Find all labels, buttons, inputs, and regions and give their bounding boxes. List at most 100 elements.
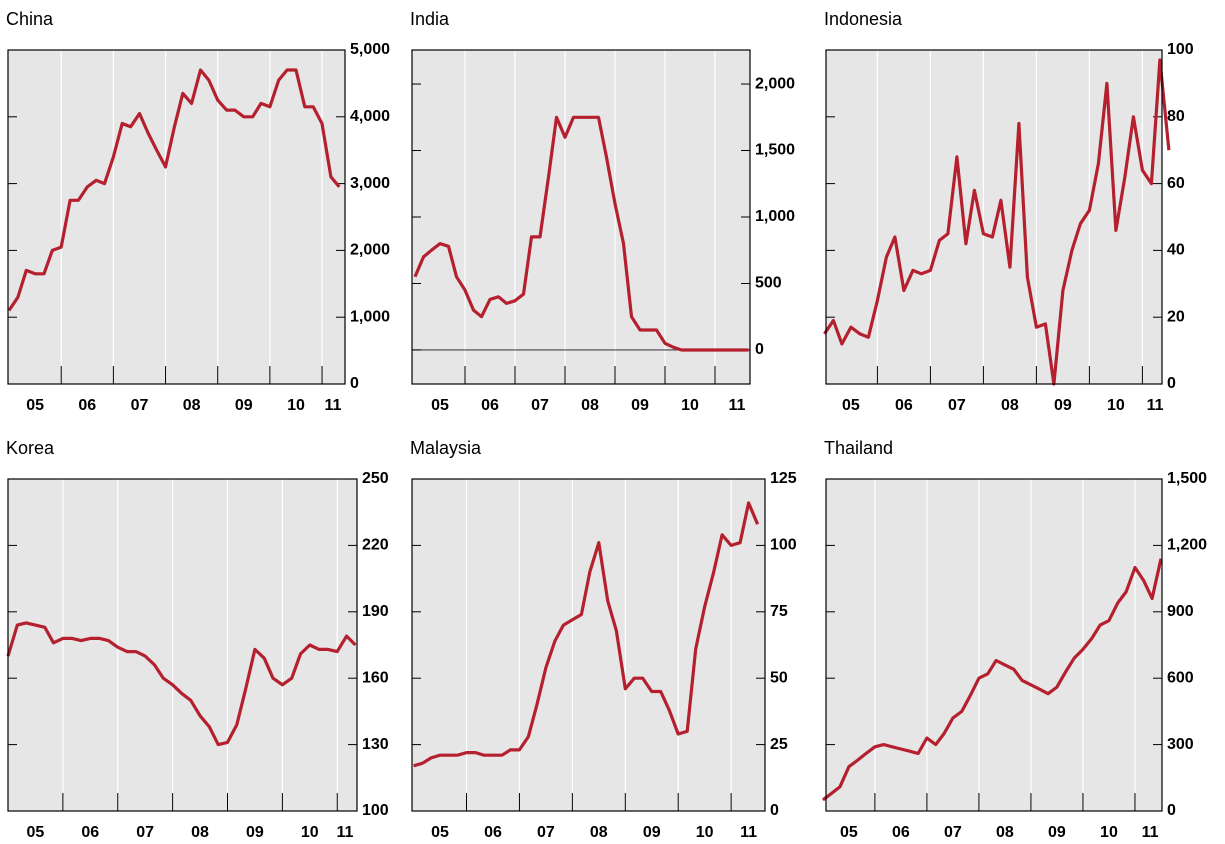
plot-background <box>8 479 357 811</box>
plot-frame <box>411 49 751 385</box>
y-tick-label: 100 <box>362 802 389 819</box>
chart-title: China <box>6 9 54 29</box>
y-tick-label: 0 <box>770 802 779 819</box>
y-tick-label: 75 <box>770 603 788 620</box>
chart-title: India <box>410 9 450 29</box>
x-tick-label: 10 <box>301 824 319 841</box>
y-tick-label: 20 <box>1167 308 1185 325</box>
y-tick-label: 4,000 <box>350 108 390 125</box>
x-tick-label: 06 <box>81 824 99 841</box>
x-tick-label: 07 <box>944 824 962 841</box>
x-tick-label: 05 <box>431 824 449 841</box>
x-tick-label: 09 <box>631 397 649 414</box>
x-tick-label: 10 <box>1100 824 1118 841</box>
x-tick-label: 07 <box>131 397 149 414</box>
x-tick-label: 11 <box>740 824 757 841</box>
x-tick-label: 11 <box>325 397 342 414</box>
x-tick-label: 07 <box>948 397 966 414</box>
x-tick-label: 11 <box>729 397 746 414</box>
plot-background <box>826 479 1162 811</box>
x-tick-label: 05 <box>26 397 44 414</box>
y-tick-label: 40 <box>1167 242 1185 259</box>
x-tick-label: 06 <box>484 824 502 841</box>
chart-title: Korea <box>6 438 55 458</box>
x-tick-label: 06 <box>481 397 499 414</box>
x-tick-label: 10 <box>287 397 305 414</box>
y-tick-label: 2,000 <box>350 242 390 259</box>
x-tick-label: 10 <box>696 824 714 841</box>
x-tick-label: 07 <box>136 824 154 841</box>
data-line <box>823 58 1171 386</box>
x-tick-label: 06 <box>895 397 913 414</box>
x-tick-label: 10 <box>681 397 699 414</box>
y-tick-label: 900 <box>1167 603 1194 620</box>
y-tick-label: 1,500 <box>1167 470 1207 487</box>
x-tick-label: 08 <box>183 397 201 414</box>
plot-frame <box>7 478 358 812</box>
x-tick-label: 05 <box>842 397 860 414</box>
y-tick-label: 100 <box>1167 41 1194 58</box>
y-tick-label: 25 <box>770 736 788 753</box>
y-tick-label: 300 <box>1167 736 1194 753</box>
plot-frame <box>7 49 346 385</box>
x-tick-label: 09 <box>643 824 661 841</box>
y-tick-label: 50 <box>770 669 788 686</box>
y-tick-label: 1,200 <box>1167 537 1207 554</box>
y-tick-label: 160 <box>362 669 389 686</box>
x-tick-label: 06 <box>78 397 96 414</box>
data-line <box>6 621 357 747</box>
data-line <box>413 115 749 352</box>
plot-frame <box>825 478 1163 812</box>
plot-background <box>412 479 765 811</box>
x-tick-label: 07 <box>531 397 549 414</box>
y-tick-label: 80 <box>1167 108 1185 125</box>
x-tick-label: 07 <box>537 824 555 841</box>
x-tick-label: 09 <box>235 397 253 414</box>
y-tick-label: 2,000 <box>755 75 795 92</box>
data-line <box>413 501 760 768</box>
y-tick-label: 100 <box>770 537 797 554</box>
y-tick-label: 1,500 <box>755 142 795 159</box>
x-tick-label: 11 <box>1142 824 1159 841</box>
x-tick-label: 05 <box>27 824 45 841</box>
y-tick-label: 250 <box>362 470 389 487</box>
y-tick-label: 220 <box>362 537 389 554</box>
y-tick-label: 3,000 <box>350 175 390 192</box>
y-tick-label: 5,000 <box>350 41 390 58</box>
y-tick-label: 190 <box>362 603 389 620</box>
y-tick-label: 1,000 <box>755 208 795 225</box>
x-tick-label: 10 <box>1107 397 1125 414</box>
chart-title: Malaysia <box>410 438 482 458</box>
y-tick-label: 1,000 <box>350 308 390 325</box>
y-tick-label: 125 <box>770 470 797 487</box>
x-tick-label: 08 <box>191 824 209 841</box>
x-tick-label: 09 <box>1054 397 1072 414</box>
data-line <box>7 68 341 312</box>
data-line <box>821 558 1163 802</box>
x-tick-label: 11 <box>1147 397 1164 414</box>
plot-frame <box>411 478 766 812</box>
x-tick-label: 05 <box>431 397 449 414</box>
x-tick-label: 08 <box>996 824 1014 841</box>
plot-frame <box>825 49 1163 385</box>
y-tick-label: 60 <box>1167 175 1185 192</box>
x-tick-label: 08 <box>581 397 599 414</box>
chart-title: Indonesia <box>824 9 903 29</box>
chart-title: Thailand <box>824 438 893 458</box>
y-tick-label: 130 <box>362 736 389 753</box>
x-tick-label: 09 <box>246 824 264 841</box>
plot-background <box>8 50 345 384</box>
x-tick-label: 08 <box>590 824 608 841</box>
x-tick-label: 06 <box>892 824 910 841</box>
x-tick-label: 05 <box>840 824 858 841</box>
x-tick-label: 08 <box>1001 397 1019 414</box>
y-tick-label: 0 <box>1167 802 1176 819</box>
plot-background <box>826 50 1162 384</box>
y-tick-label: 500 <box>755 275 782 292</box>
y-tick-label: 600 <box>1167 669 1194 686</box>
plot-background <box>412 50 750 384</box>
y-tick-label: 0 <box>1167 375 1176 392</box>
y-tick-label: 0 <box>350 375 359 392</box>
